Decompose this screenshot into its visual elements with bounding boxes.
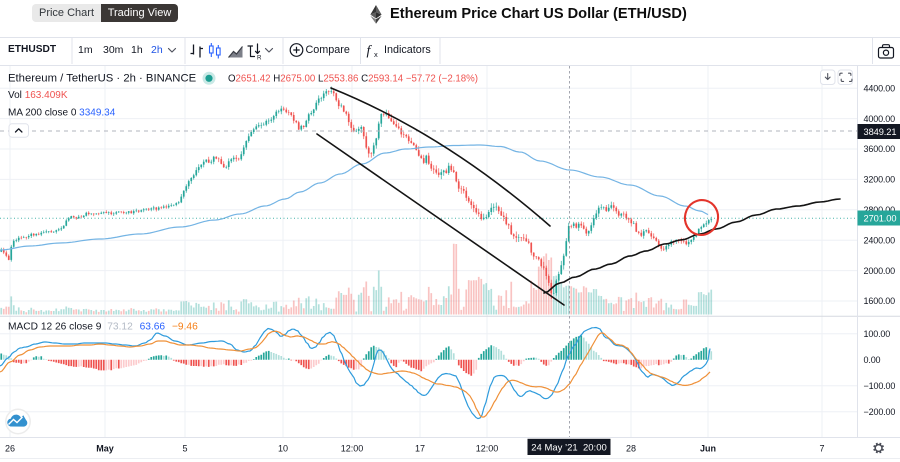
svg-text:O2651.42 H2675.00 L2553.86 C25: O2651.42 H2675.00 L2553.86 C2593.14 −57.… <box>228 73 478 84</box>
svg-text:MA 200 close 0 3349.34: MA 200 close 0 3349.34 <box>8 107 116 118</box>
svg-text:2701.00: 2701.00 <box>864 214 897 224</box>
svg-text:100.00: 100.00 <box>864 329 891 339</box>
svg-text:12:00: 12:00 <box>476 444 499 454</box>
svg-text:Jun: Jun <box>700 444 716 454</box>
svg-text:12:00: 12:00 <box>341 444 364 454</box>
svg-text:MACD 12 26 close 9 73.12 63.66: MACD 12 26 close 9 73.12 63.66 −9.46 <box>8 322 198 333</box>
svg-text:f: f <box>367 44 373 59</box>
svg-text:Vol 163.409K: Vol 163.409K <box>8 90 68 101</box>
svg-text:−200.00: −200.00 <box>864 407 896 417</box>
svg-text:17: 17 <box>415 444 425 454</box>
svg-text:x: x <box>374 50 378 59</box>
svg-text:28: 28 <box>626 444 636 454</box>
svg-text:Ethereum / TetherUS · 2h · BIN: Ethereum / TetherUS · 2h · BINANCE <box>8 73 197 85</box>
svg-text:4400.00: 4400.00 <box>864 83 896 93</box>
svg-text:3600.00: 3600.00 <box>864 144 896 154</box>
svg-text:2800.00: 2800.00 <box>864 205 896 215</box>
svg-text:2400.00: 2400.00 <box>864 235 896 245</box>
svg-text:26: 26 <box>5 444 15 454</box>
svg-text:2000.00: 2000.00 <box>864 266 896 276</box>
svg-text:4000.00: 4000.00 <box>864 114 896 124</box>
svg-text:7: 7 <box>819 444 824 454</box>
svg-text:3849.21: 3849.21 <box>864 127 897 137</box>
svg-text:3200.00: 3200.00 <box>864 175 896 185</box>
svg-text:May: May <box>96 444 114 454</box>
svg-text:24 May ’21 20:00: 24 May ’21 20:00 <box>531 442 607 453</box>
svg-text:10: 10 <box>278 444 288 454</box>
svg-text:−100.00: −100.00 <box>864 381 896 391</box>
svg-text:1600.00: 1600.00 <box>864 296 896 306</box>
svg-text:0.00: 0.00 <box>864 355 881 365</box>
svg-text:R: R <box>257 55 262 62</box>
svg-text:5: 5 <box>182 444 187 454</box>
